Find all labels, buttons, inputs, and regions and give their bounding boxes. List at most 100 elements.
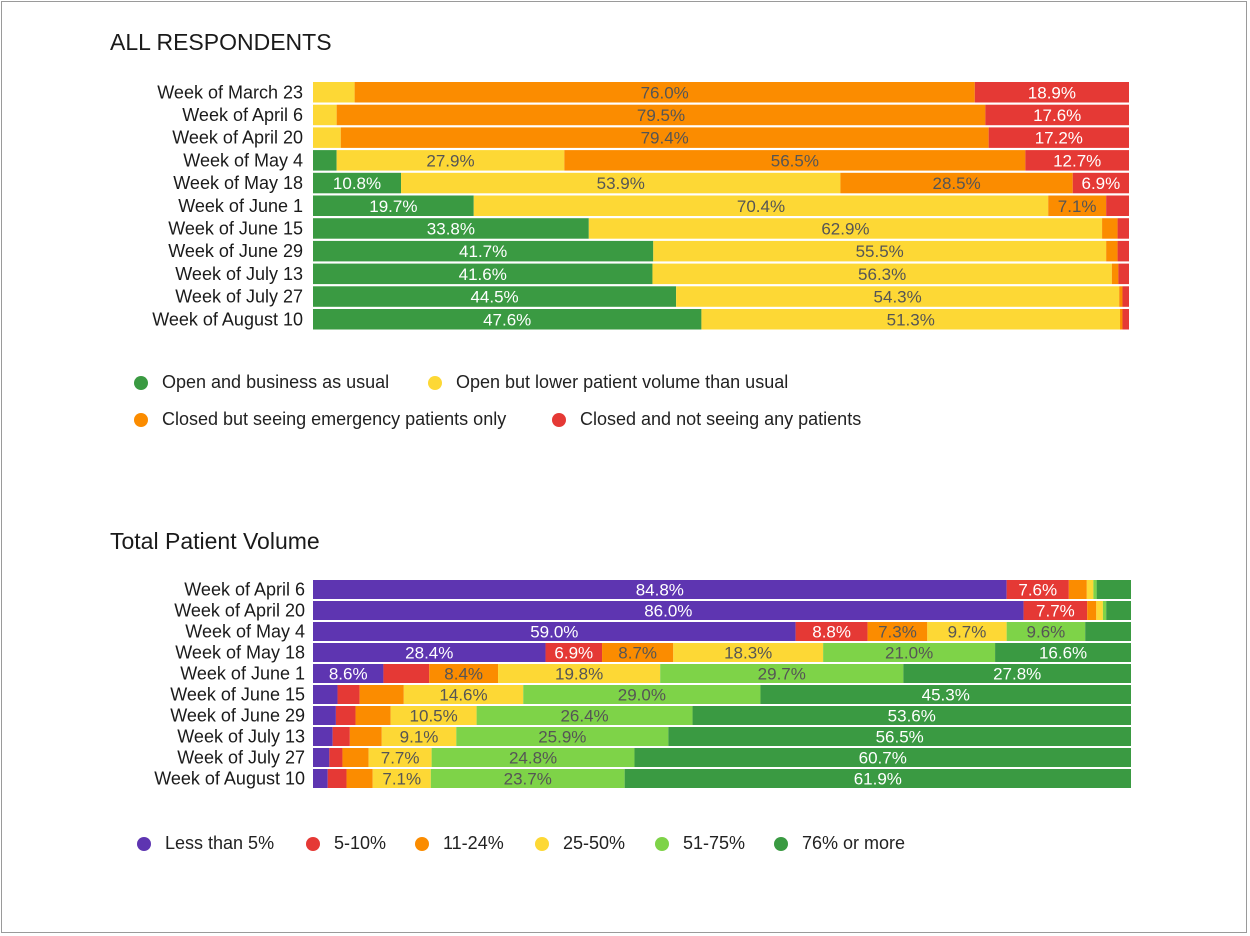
- legend-swatch: [428, 375, 442, 390]
- data-label: 70.4%: [737, 197, 785, 216]
- data-label: 84.8%: [636, 581, 684, 600]
- bar-segment: [673, 643, 824, 662]
- data-label: 7.7%: [381, 749, 420, 768]
- all-respondents-chart: ALL RESPONDENTS Week of March 23 76.0% 18.…: [0, 0, 1250, 460]
- legend-label: Open but lower patient volume than usual: [456, 372, 789, 392]
- data-label: 27.9%: [426, 151, 474, 170]
- bar-segment: [1102, 218, 1118, 239]
- bar-segment: [653, 240, 1107, 262]
- bar-segment: [349, 727, 382, 746]
- data-label: 60.7%: [859, 749, 907, 768]
- bar-segment: [498, 664, 661, 683]
- bar-segment: [313, 664, 384, 683]
- legend-item: Open but lower patient volume than usual: [428, 372, 788, 393]
- bar-segment: [313, 580, 1007, 599]
- bar-segment: [1072, 172, 1129, 194]
- legend-item: Less than 5%: [137, 833, 274, 854]
- bar-segment: [1096, 580, 1131, 599]
- legend-item: Closed but seeing emergency patients onl…: [134, 409, 506, 430]
- bar-segment: [430, 769, 625, 788]
- bar-segment: [335, 706, 356, 725]
- legend-swatch: [655, 836, 669, 851]
- category-label: Week of May 18: [175, 643, 305, 663]
- legend-label: Closed but seeing emergency patients onl…: [162, 409, 507, 429]
- bar-segment: [381, 727, 457, 746]
- total-patient-volume-chart: Total Patient Volume Week of April 6 84.8…: [0, 505, 1250, 925]
- bar-segment: [1106, 240, 1118, 262]
- bar-segment: [346, 769, 373, 788]
- data-label: 51.3%: [887, 310, 935, 329]
- bar-segment: [1119, 286, 1123, 307]
- bar-segment: [974, 82, 1129, 103]
- data-label: 10.5%: [410, 707, 458, 726]
- stacked-bar-plot: Week of April 6 84.8% 7.6% Week of April 20…: [154, 580, 1131, 789]
- bar-segment: [336, 104, 986, 126]
- data-label: 61.9%: [854, 770, 902, 789]
- bar-segment: [1096, 601, 1103, 620]
- bar-segment: [403, 685, 524, 704]
- data-label: 6.9%: [554, 644, 593, 663]
- bar-segment: [624, 769, 1131, 788]
- bar-segment: [431, 748, 635, 767]
- data-label: 12.7%: [1053, 151, 1101, 170]
- data-label: 17.6%: [1033, 106, 1081, 125]
- legend-label: 25-50%: [563, 833, 626, 853]
- data-label: 19.7%: [369, 197, 417, 216]
- bar-segment: [329, 748, 343, 767]
- category-label: Week of July 27: [177, 748, 305, 768]
- chart-title: ALL RESPONDENTS: [110, 29, 332, 55]
- bar-segment: [1085, 622, 1131, 641]
- bar-segment: [340, 127, 989, 148]
- data-label: 54.3%: [874, 288, 922, 307]
- bar-segment: [313, 748, 330, 767]
- bar-segment: [1122, 309, 1129, 330]
- bar-segment: [342, 748, 369, 767]
- data-label: 56.3%: [858, 265, 906, 284]
- data-label: 23.7%: [504, 770, 552, 789]
- data-label: 28.4%: [405, 644, 453, 663]
- data-label: 9.1%: [400, 728, 439, 747]
- bar-segment: [1068, 580, 1087, 599]
- legend-item: 76% or more: [774, 833, 905, 854]
- bar-segment: [383, 664, 430, 683]
- category-label: Week of July 13: [175, 264, 303, 284]
- bar-segment: [313, 309, 702, 330]
- data-label: 79.5%: [637, 106, 685, 125]
- category-label: Week of June 29: [168, 241, 303, 261]
- data-label: 44.5%: [470, 288, 518, 307]
- data-label: 86.0%: [644, 602, 692, 621]
- data-label: 62.9%: [821, 219, 869, 238]
- data-label: 10.8%: [333, 174, 381, 193]
- bar-segment: [313, 240, 654, 262]
- data-label: 9.7%: [948, 623, 987, 642]
- bar-segment: [660, 664, 904, 683]
- bar-segment: [545, 643, 603, 662]
- bar-segment: [1106, 601, 1131, 620]
- data-label: 21.0%: [885, 644, 933, 663]
- data-label: 7.1%: [382, 770, 421, 789]
- bar-segment: [1118, 263, 1129, 285]
- category-label: Week of August 10: [154, 769, 305, 789]
- data-label: 19.8%: [555, 665, 603, 684]
- bar-segment: [359, 685, 404, 704]
- bar-segment: [523, 685, 761, 704]
- bar-segment: [588, 218, 1103, 239]
- legend-label: Closed and not seeing any patients: [580, 409, 862, 429]
- data-label: 8.7%: [618, 644, 657, 663]
- bar-segment: [337, 685, 360, 704]
- category-label: Week of May 4: [185, 622, 305, 642]
- bar-segment: [332, 727, 350, 746]
- category-label: Week of August 10: [152, 309, 303, 329]
- bar-segment: [823, 643, 996, 662]
- stacked-bar-plot: Week of March 23 76.0% 18.9% Week of April …: [152, 82, 1129, 330]
- legend-swatch: [134, 375, 148, 390]
- bar-segment: [602, 643, 674, 662]
- bar-segment: [313, 195, 474, 216]
- category-label: Week of June 1: [178, 196, 303, 216]
- bar-segment: [985, 104, 1129, 126]
- data-label: 53.9%: [597, 174, 645, 193]
- bar-segment: [473, 195, 1049, 216]
- bar-segment: [327, 769, 347, 788]
- bar-segment: [313, 218, 589, 239]
